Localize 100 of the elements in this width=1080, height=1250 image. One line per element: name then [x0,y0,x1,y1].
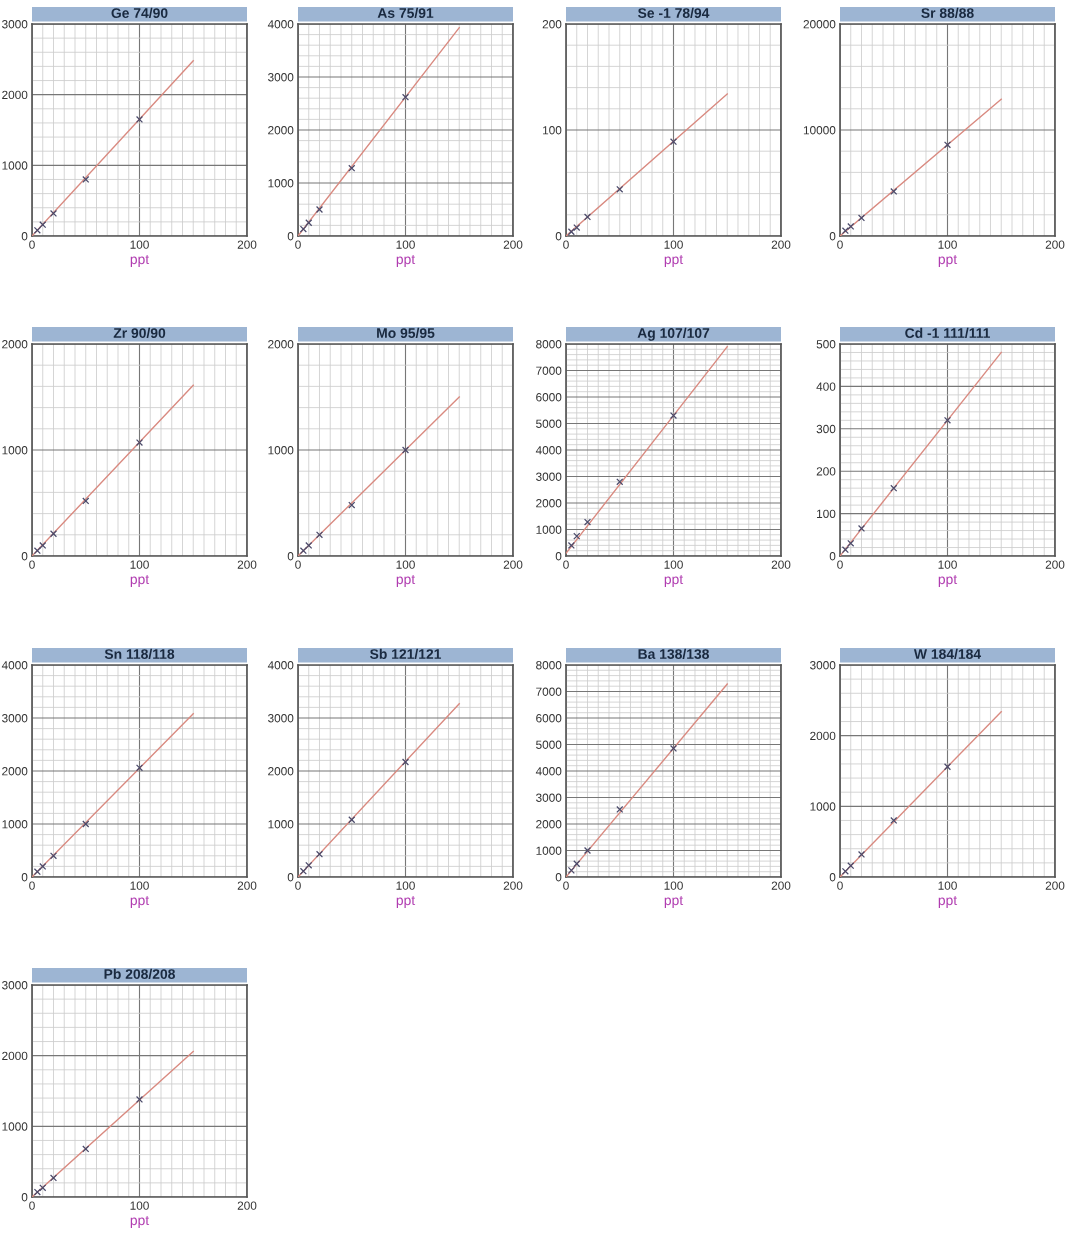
point [315,531,324,539]
y-tick-label: 3000 [810,661,836,670]
y-tick-label: 4000 [535,767,562,776]
point [82,820,90,828]
y-tick-label: 100 [817,509,836,518]
y-tick-label: 3000 [2,20,28,29]
y-tick-label: 20000 [803,20,836,29]
y-tick-label: 0 [555,552,562,561]
x-tick-label: 200 [1045,881,1065,890]
chart-title: W 184/184 [913,648,982,660]
y-tick-label: 0 [287,232,294,241]
chart-title: Pb 208/208 [104,968,175,980]
x-tick-label: 200 [503,560,523,569]
y-tick-label: 1000 [268,179,294,188]
y-tick-label: 1000 [2,820,28,829]
point [567,228,575,236]
point [299,867,307,875]
y-tick-label: 10000 [803,126,836,135]
x-axis-title: ppt [396,255,416,267]
y-tick-label: 3000 [536,472,562,481]
x-axis-title: ppt [130,575,150,587]
point [49,530,58,538]
y-tick-label: 4000 [535,446,562,455]
x-tick-label: 0 [29,240,35,249]
y-tick-label: 100 [543,126,562,135]
x-tick-label: 100 [130,1201,149,1210]
y-tick-label: 500 [816,340,836,349]
point [616,805,624,813]
point [583,518,592,526]
y-tick-label: 3000 [268,714,294,723]
y-tick-label: 8000 [536,340,562,349]
x-axis-title: ppt [938,896,958,908]
y-tick-label: 0 [21,873,28,882]
point [943,416,952,424]
point [573,532,581,540]
x-axis-title: ppt [938,575,958,587]
x-tick-label: 0 [563,881,569,890]
y-tick-label: 0 [555,232,562,241]
y-tick-label: 2000 [2,90,28,100]
point [401,446,410,454]
x-tick-label: 100 [396,881,415,890]
y-tick-label: 2000 [2,767,28,776]
x-tick-label: 200 [503,881,523,890]
x-tick-label: 100 [396,560,415,569]
y-tick-label: 4000 [1,661,28,670]
x-tick-label: 200 [503,240,523,249]
x-tick-label: 100 [938,240,957,249]
y-tick-label: 6000 [536,714,562,723]
chart-title: Sn 118/118 [104,648,175,660]
y-tick-label: 1000 [268,446,294,455]
y-tick-label: 400 [816,382,836,391]
x-tick-label: 100 [396,240,415,249]
point [33,1188,41,1196]
y-tick-label: 1000 [536,525,562,534]
y-tick-label: 2000 [2,340,28,349]
y-tick-label: 0 [287,873,294,882]
x-axis-title: ppt [130,896,150,908]
y-tick-label: 8000 [536,661,562,670]
x-axis-title: ppt [664,255,684,267]
y-tick-label: 2000 [810,731,836,741]
x-tick-label: 0 [295,881,301,890]
point [39,541,47,549]
x-tick-label: 200 [237,560,257,569]
x-tick-label: 0 [29,560,35,569]
y-tick-label: 0 [21,1193,28,1202]
x-tick-label: 200 [1045,240,1065,249]
point [857,214,866,222]
y-tick-label: 0 [829,232,836,241]
x-tick-label: 100 [664,881,683,890]
x-tick-label: 100 [664,240,683,249]
x-tick-label: 200 [771,560,791,569]
y-tick-label: 4000 [267,20,294,29]
x-axis-title: ppt [664,575,684,587]
x-axis-title: ppt [664,896,684,908]
point [82,497,90,505]
x-tick-label: 100 [664,560,683,569]
x-tick-label: 100 [938,560,957,569]
y-tick-label: 3000 [2,714,28,723]
y-tick-label: 1000 [2,446,28,455]
y-tick-label: 0 [21,232,28,241]
y-tick-label: 0 [829,873,836,882]
point [943,141,952,149]
point [943,763,952,771]
point [401,93,410,101]
point [135,764,144,772]
x-tick-label: 200 [237,240,257,249]
chart-title: Cd -1 111/111 [905,327,990,339]
x-tick-label: 100 [130,881,149,890]
x-tick-label: 0 [563,240,569,249]
y-tick-label: 300 [816,424,836,434]
x-tick-label: 200 [237,881,257,890]
y-tick-label: 7000 [536,366,562,375]
point [669,138,678,146]
y-tick-label: 1000 [2,161,28,170]
chart-title: Sr 88/88 [921,7,974,19]
y-tick-label: 5000 [536,740,562,749]
y-tick-label: 7000 [536,687,562,696]
y-tick-label: 3000 [268,73,294,82]
y-tick-label: 3000 [2,981,28,990]
x-tick-label: 0 [837,560,843,569]
